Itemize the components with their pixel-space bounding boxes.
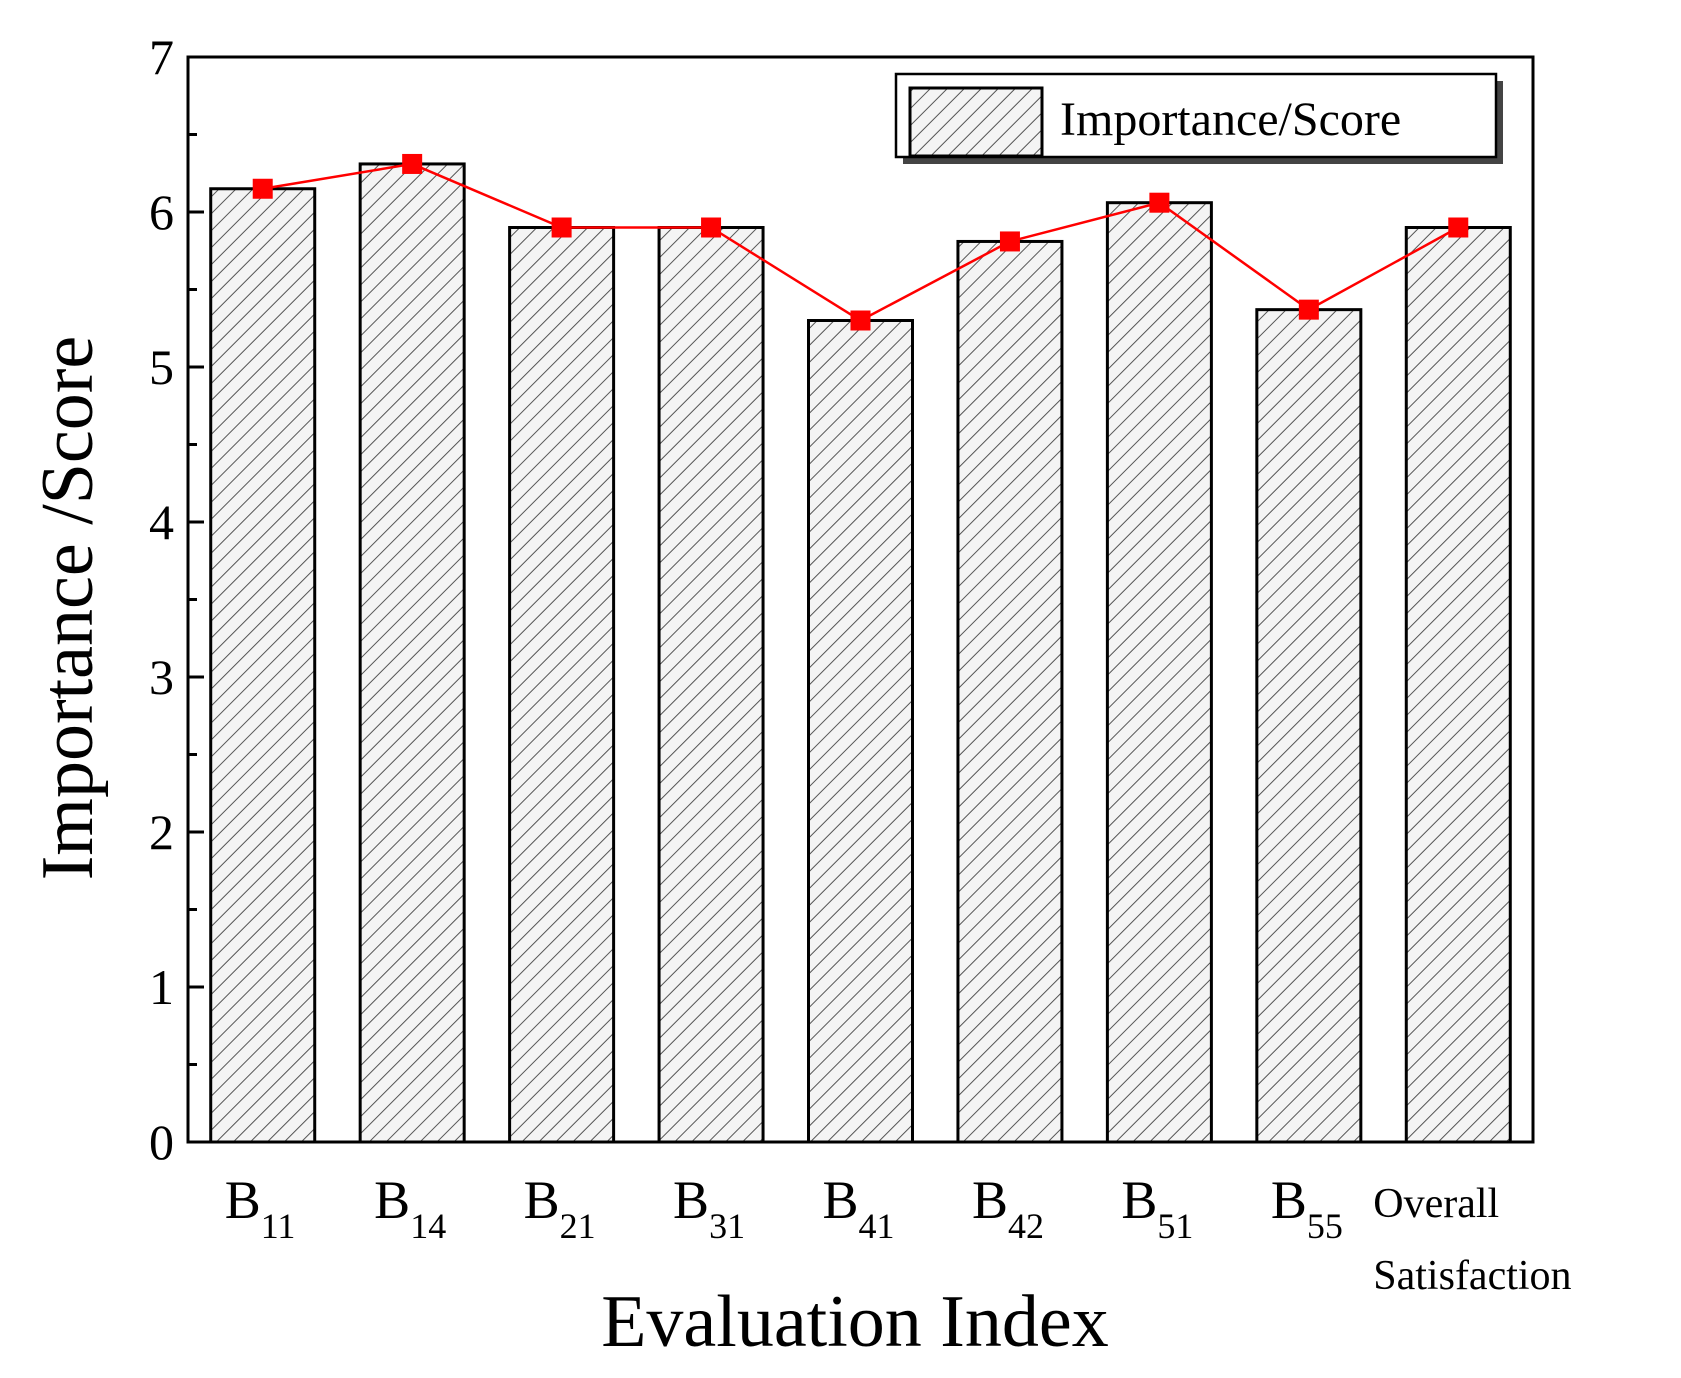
- x-tick-label: Overall: [1373, 1181, 1499, 1227]
- y-tick-label: 5: [149, 339, 174, 395]
- line-point-7: [1298, 299, 1319, 320]
- y-tick-label: 6: [149, 184, 174, 240]
- y-tick-label: 3: [149, 649, 174, 705]
- y-tick-label: 4: [149, 494, 174, 550]
- bar-2: [508, 226, 616, 1144]
- legend: Importance/Score: [894, 72, 1503, 164]
- bar-1: [358, 162, 466, 1144]
- y-tick-label: 1: [149, 959, 174, 1015]
- line-point-8: [1448, 217, 1469, 238]
- line-point-5: [999, 231, 1020, 252]
- x-axis-title: Evaluation Index: [601, 1281, 1109, 1363]
- line-series-layer: [252, 153, 1469, 331]
- y-axis-title: Importance /Score: [27, 336, 109, 881]
- x-tick-label: B21: [524, 1170, 596, 1246]
- line-point-3: [701, 217, 722, 238]
- bar-0: [209, 187, 317, 1144]
- bar-3: [657, 226, 765, 1144]
- legend-label: Importance/Score: [1060, 93, 1401, 146]
- y-tick-label: 7: [149, 29, 174, 85]
- x-tick-label: B55: [1271, 1170, 1343, 1246]
- bar-6: [1105, 201, 1213, 1144]
- bars-layer: [209, 162, 1512, 1144]
- bar-5: [956, 239, 1064, 1144]
- x-tick-label: B51: [1121, 1170, 1193, 1246]
- line-point-4: [850, 310, 871, 331]
- line-point-0: [252, 178, 273, 199]
- line-point-6: [1149, 192, 1170, 213]
- x-tick-label: B31: [673, 1170, 745, 1246]
- bar-4: [807, 319, 914, 1144]
- x-tick-label: Satisfaction: [1373, 1253, 1571, 1299]
- x-axis-tick-labels: B11 B14 B21 B31 B41 B42 B51 B55 Overall Satisfact…: [225, 1170, 1572, 1299]
- x-tick-label: B14: [374, 1170, 446, 1246]
- x-tick-label: B42: [972, 1170, 1044, 1246]
- legend-swatch: [908, 86, 1044, 158]
- x-tick-label: B11: [225, 1170, 296, 1246]
- line-point-1: [402, 153, 423, 174]
- x-tick-label: B41: [823, 1170, 895, 1246]
- line-point-2: [551, 217, 572, 238]
- y-axis-ticks: 0 1 2 3 4 5 6 7: [149, 29, 204, 1170]
- bar-8: [1404, 226, 1512, 1144]
- bar-7: [1255, 308, 1363, 1144]
- y-tick-label: 0: [149, 1114, 174, 1170]
- y-tick-label: 2: [149, 804, 174, 860]
